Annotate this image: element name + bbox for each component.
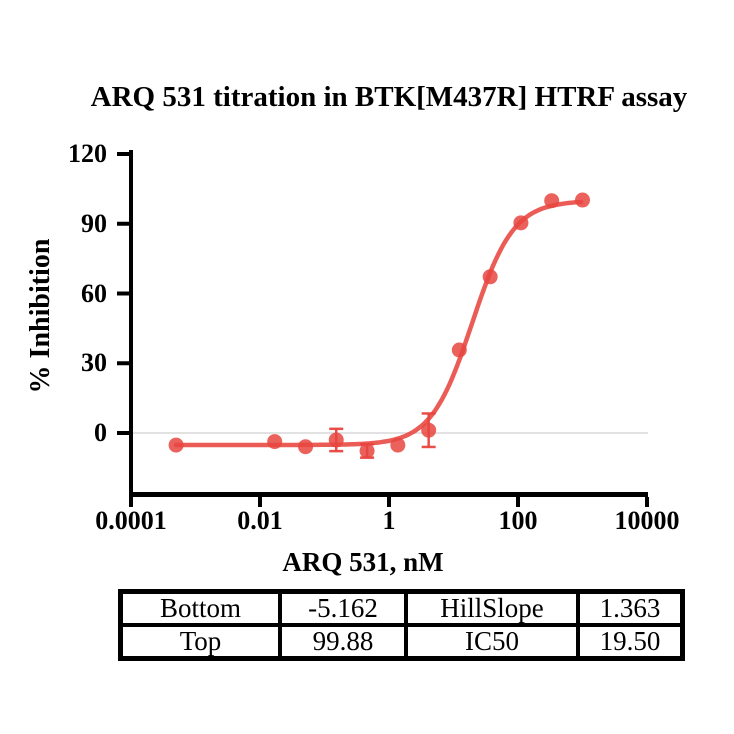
x-axis-label: ARQ 531, nM (282, 547, 444, 577)
data-point (544, 193, 560, 209)
table-row: Top 99.88 IC50 19.50 (118, 623, 685, 661)
y-tick-label: 0 (94, 418, 107, 447)
table-cell-bottom-label: Bottom (118, 589, 282, 627)
x-tick-label: 1 (382, 506, 396, 535)
x-tick-label: 10000 (614, 506, 680, 535)
table-cell-hillslope-value: 1.363 (576, 589, 685, 627)
y-tick-label: 120 (68, 139, 107, 168)
y-axis-spine (129, 150, 133, 497)
table-row: Bottom -5.162 HillSlope 1.363 (118, 589, 685, 627)
data-point (482, 269, 498, 285)
x-tick-label: 100 (498, 506, 538, 535)
fit-curve (173, 199, 584, 448)
table-cell-hillslope-label: HillSlope (404, 589, 580, 627)
data-point (513, 215, 529, 231)
data-point (575, 192, 590, 208)
data-point (359, 443, 375, 459)
table-cell-bottom-value: -5.162 (278, 589, 408, 627)
data-point (421, 422, 437, 438)
chart-title: ARQ 531 titration in BTK[M437R] HTRF ass… (90, 81, 688, 113)
data-point (168, 437, 184, 453)
y-tick-label: 30 (81, 348, 107, 378)
data-point (267, 434, 283, 450)
data-point (390, 437, 406, 453)
table-cell-top-value: 99.88 (278, 623, 408, 661)
table-cell-ic50-label: IC50 (404, 623, 580, 661)
table-cell-top-label: Top (118, 623, 282, 661)
fit-results-table: Bottom -5.162 HillSlope 1.363 Top 99.88 … (118, 589, 685, 661)
data-point (298, 439, 314, 455)
data-point (328, 432, 344, 448)
x-tick-label: 0.0001 (95, 506, 167, 535)
data-point (451, 342, 467, 358)
y-tick-label: 90 (81, 208, 107, 238)
x-tick-label: 0.01 (237, 506, 283, 535)
y-tick-label: 60 (81, 278, 107, 308)
x-axis-spine (129, 492, 648, 497)
table-cell-ic50-value: 19.50 (576, 623, 685, 661)
